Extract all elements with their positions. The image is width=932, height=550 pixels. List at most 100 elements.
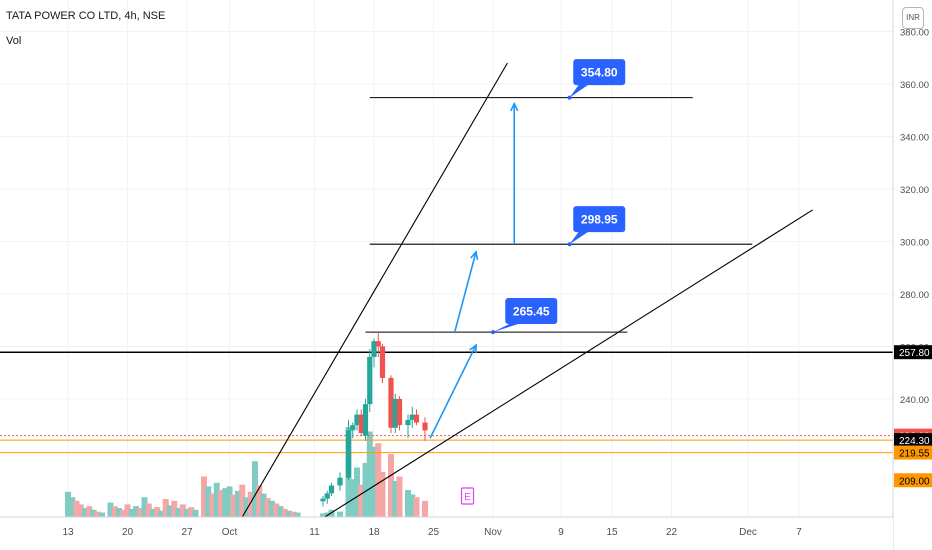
volume-bar: [260, 493, 267, 517]
symbol-title[interactable]: TATA POWER CO LTD, 4h, NSE: [6, 10, 166, 22]
volume-bar: [269, 500, 275, 517]
volume-bar: [128, 508, 135, 517]
volume-bar: [277, 506, 284, 517]
time-tick-label: 27: [181, 527, 193, 538]
price-label-text: 224.30: [899, 436, 930, 447]
event-label: E: [464, 492, 471, 503]
price-axis[interactable]: 240.00260.00280.00300.00320.00340.00360.…: [892, 0, 932, 550]
volume-bar: [184, 508, 190, 517]
candle-body: [413, 414, 420, 423]
volume-bar: [243, 497, 250, 517]
volume-bar: [213, 482, 220, 517]
price-tick-label: 320.00: [900, 185, 929, 196]
price-tick-label: 240.00: [900, 395, 929, 406]
candle-body: [379, 346, 386, 378]
time-tick-label: 7: [796, 527, 802, 538]
volume-bar: [120, 509, 127, 517]
event-badge: [460, 487, 475, 505]
callout-anchor-dot: [567, 95, 572, 100]
volume-bar: [256, 485, 263, 517]
volume-bar: [86, 506, 93, 517]
volume-bar: [99, 512, 105, 517]
currency-button[interactable]: INR: [902, 7, 924, 29]
volume-bar: [371, 446, 377, 517]
callout-anchor-dot: [567, 242, 572, 247]
time-tick-label: 20: [122, 527, 134, 538]
volume-bar: [69, 497, 76, 517]
volume-bar: [192, 509, 199, 517]
candle-body: [388, 377, 394, 428]
time-axis[interactable]: 13 20 27 Oct 11 18 25 Nov 9 15 22 Dec 7: [0, 516, 893, 550]
volume-bar: [392, 481, 399, 517]
volume-bar: [90, 509, 97, 517]
candle-body: [320, 498, 326, 502]
volume-bar: [94, 511, 101, 517]
price-tick-label: 380.00: [900, 27, 929, 38]
volume-bar: [375, 443, 382, 517]
time-tick-label: 18: [368, 527, 380, 538]
time-tick-label: 22: [666, 527, 678, 538]
time-tick-label: 25: [428, 527, 440, 538]
candle-body: [375, 341, 381, 347]
candle-body: [345, 430, 352, 478]
price-callouts: 265.45 298.95 354.80: [491, 59, 626, 335]
volume-bar: [247, 491, 254, 517]
volume-bar: [111, 506, 118, 517]
volume-bar: [154, 507, 161, 517]
callout-pointer: [493, 322, 522, 333]
candle-body: [367, 356, 373, 405]
arrow-head: [469, 343, 477, 354]
volume-bar: [141, 497, 148, 517]
volume-bar: [362, 463, 369, 517]
callout-pointer: [569, 84, 590, 98]
price-label-text: 209.00: [899, 476, 930, 487]
volume-bar: [320, 513, 326, 517]
volume-bar: [358, 484, 365, 517]
time-tick-label: 11: [309, 527, 320, 538]
candle-body: [358, 414, 364, 434]
volume-bar: [137, 508, 144, 517]
price-tick-label: 360.00: [900, 80, 929, 91]
price-label-text: 257.80: [899, 348, 930, 359]
volume-bar: [133, 506, 139, 517]
volume-bar: [222, 488, 229, 517]
candle-body: [354, 414, 360, 426]
volume-bar: [422, 500, 428, 517]
price-callout: [505, 297, 558, 324]
volume-bar: [116, 508, 122, 517]
price-label-tag: [894, 345, 932, 360]
volume-bar: [171, 500, 178, 517]
volume-bar: [107, 502, 114, 517]
time-tick-label: Oct: [222, 527, 238, 538]
volume-bar: [273, 503, 280, 517]
price-tick-label: 280.00: [900, 290, 929, 301]
volume-bar: [294, 512, 301, 517]
volume-bar: [286, 510, 292, 517]
volume-bar: [77, 504, 84, 517]
volume-bar: [366, 431, 373, 517]
callout-label: 265.45: [513, 304, 550, 318]
callout-label: 298.95: [581, 213, 618, 227]
earnings-event[interactable]: E: [460, 487, 475, 505]
volume-bar: [175, 508, 182, 517]
time-axis-bg: [0, 517, 893, 550]
volume-bar: [201, 476, 207, 517]
price-callout: [573, 59, 626, 86]
time-tick-label: 15: [606, 527, 618, 538]
volume-bar: [290, 511, 297, 517]
volume-bar: [82, 508, 88, 517]
volume-bar: [205, 486, 212, 517]
candle-body: [409, 414, 415, 420]
volume-bar: [218, 490, 224, 517]
price-callout: [573, 206, 626, 233]
volume-bar: [252, 461, 258, 517]
volume-bar: [65, 491, 71, 517]
time-tick-label: 9: [558, 527, 564, 538]
volume-legend[interactable]: Vol: [6, 35, 22, 47]
volume-bar: [226, 486, 233, 517]
arrow-head: [510, 101, 519, 112]
volume-bar: [150, 508, 156, 517]
callout-anchor-dot: [491, 330, 495, 335]
candle-body: [396, 398, 403, 426]
